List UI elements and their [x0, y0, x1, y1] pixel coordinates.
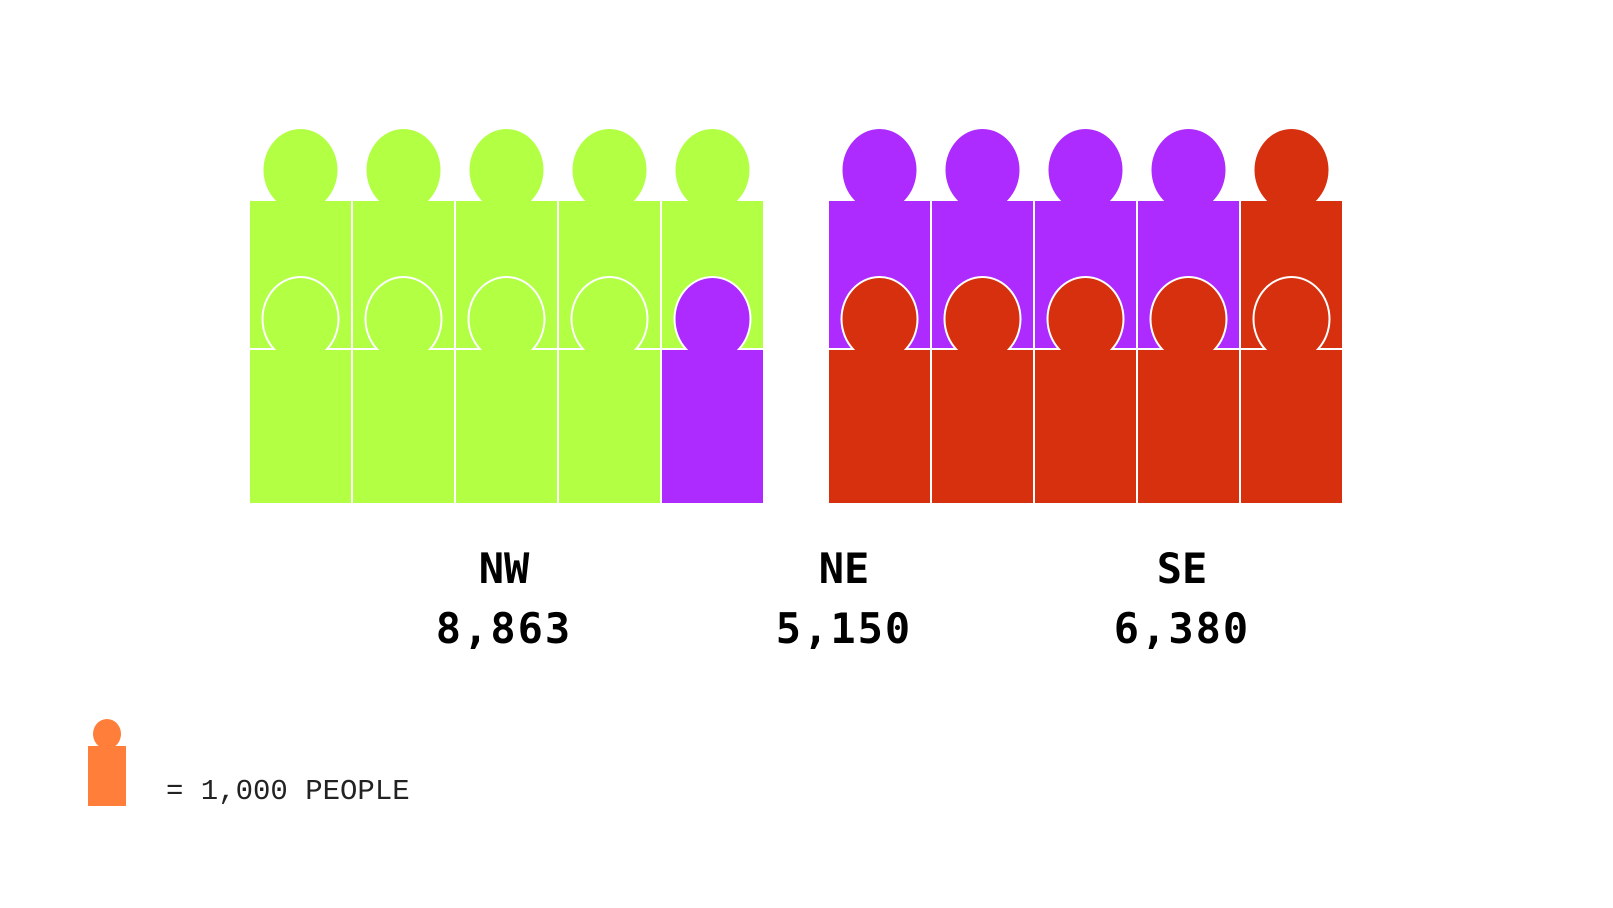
- region-value-ne: 5,150: [776, 604, 912, 653]
- person-icon-ne: [660, 276, 765, 505]
- person-icon-se: [1239, 276, 1344, 505]
- person-icon-nw: [557, 276, 662, 505]
- person-icon-se: [1033, 276, 1138, 505]
- person-icon: [88, 719, 126, 806]
- legend: = 1,000 PEOPLE: [88, 719, 410, 808]
- region-labels-group: NW 8,863 NE 5,150 SE 6,380: [436, 544, 1250, 653]
- region-name-ne: NE: [819, 544, 870, 593]
- person-icon-nw: [454, 276, 559, 505]
- region-name-se: SE: [1157, 544, 1208, 593]
- legend-label: = 1,000 PEOPLE: [166, 775, 410, 808]
- person-icon-nw: [351, 276, 456, 505]
- region-name-nw: NW: [479, 544, 530, 593]
- person-icon-se: [1136, 276, 1241, 505]
- region-value-nw: 8,863: [436, 604, 572, 653]
- person-icon-se: [930, 276, 1035, 505]
- person-icon-se: [827, 276, 932, 505]
- region-value-se: 6,380: [1114, 604, 1250, 653]
- person-icons-group: [248, 127, 1344, 505]
- person-icon-nw: [248, 276, 353, 505]
